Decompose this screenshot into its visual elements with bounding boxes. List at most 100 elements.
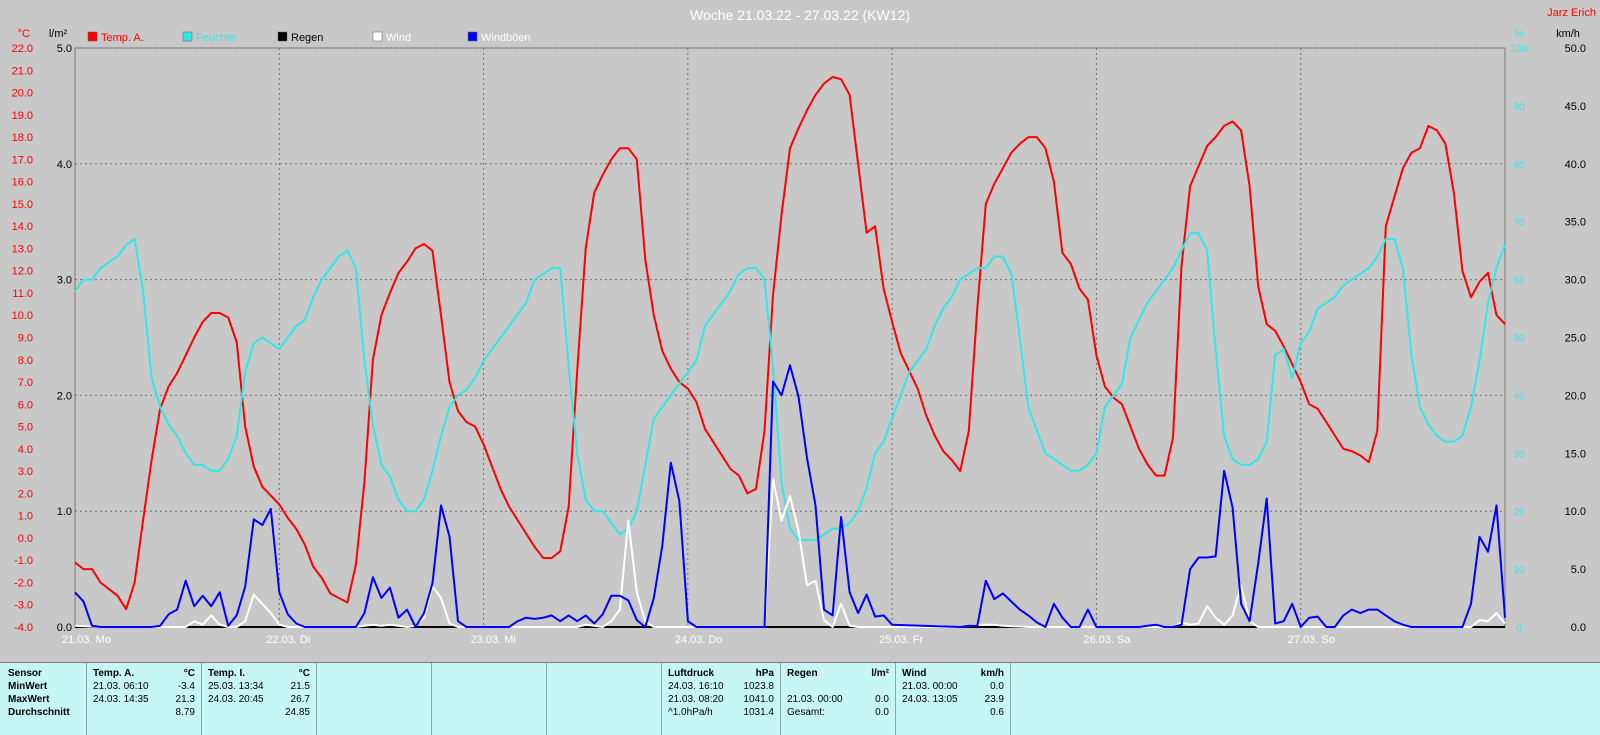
wind-tick-label: 5.0 xyxy=(1571,564,1586,576)
temp-i-max: 26.7 xyxy=(290,694,310,705)
pressure-min: 1023.8 xyxy=(743,681,774,692)
min-label: MinWert xyxy=(8,681,48,692)
temp-i-header: Temp. I. xyxy=(208,668,246,679)
chart-background xyxy=(0,0,1600,662)
temp-a-max-time: 24.03. 14:35 xyxy=(93,694,149,705)
rain-tick-label: 0.0 xyxy=(57,622,72,634)
temp-tick-label: 2.0 xyxy=(18,488,33,500)
series-temp-a- xyxy=(74,76,1506,611)
temp-tick-label: 9.0 xyxy=(18,333,33,345)
temp-tick-label: 4.0 xyxy=(18,444,33,456)
temp-tick-label: 20.0 xyxy=(12,88,33,100)
stats-pressure: Luftdruck hPa 24.03. 16:10 1023.8 21.03.… xyxy=(662,663,781,735)
rain-total: 0.0 xyxy=(875,707,889,718)
x-tick-label: 23.03. Mi xyxy=(471,634,516,646)
humidity-tick-label: 100 xyxy=(1511,44,1528,55)
max-label: MaxWert xyxy=(8,694,50,705)
series-feuchte xyxy=(74,232,1506,542)
rain-tick-label: 2.0 xyxy=(57,390,72,402)
legend-swatch xyxy=(467,31,478,42)
temp-a-header: Temp. A. xyxy=(93,668,135,679)
temp-tick-label: 12.0 xyxy=(12,266,33,278)
pressure-trend-label: ^1.0hPa/h xyxy=(668,707,713,718)
temp-tick-label: 18.0 xyxy=(12,132,33,144)
temp-tick-label: 1.0 xyxy=(18,511,33,523)
wind-tick-label: 50.0 xyxy=(1565,43,1586,55)
temp-tick-label: 15.0 xyxy=(12,199,33,211)
temp-tick-label: 19.0 xyxy=(12,110,33,122)
temp-a-max: 21.3 xyxy=(175,694,195,705)
humidity-tick-label: 50 xyxy=(1513,334,1525,345)
temp-tick-label: 8.0 xyxy=(18,355,33,367)
pressure-header: Luftdruck xyxy=(668,668,715,679)
legend-label: Temp. A. xyxy=(101,32,144,44)
temp-tick-label: 3.0 xyxy=(18,466,33,478)
x-tick-label: 27.03. So xyxy=(1288,634,1335,646)
temp-tick-label: 16.0 xyxy=(12,177,33,189)
rain-header: Regen xyxy=(787,668,818,679)
humidity-tick-label: 0 xyxy=(1516,623,1522,634)
rain-max-time: 21.03. 00:00 xyxy=(787,694,843,705)
humidity-tick-label: 90 xyxy=(1513,102,1525,113)
temp-tick-label: 17.0 xyxy=(12,154,33,166)
wind-tick-label: 35.0 xyxy=(1565,217,1586,229)
rain-tick-label: 4.0 xyxy=(57,159,72,171)
temp-tick-label: 21.0 xyxy=(12,65,33,77)
rain-max: 0.0 xyxy=(875,694,889,705)
chart-axes: -4.0 -3.0 -2.0 -1.0 0.0 1.0 2.0 3.0 4.0 5.0 6.0 7.0… xyxy=(12,43,1586,634)
pressure-max: 1041.0 xyxy=(743,694,774,705)
humidity-tick-label: 60 xyxy=(1513,276,1525,287)
temp-tick-label: -1.0 xyxy=(14,555,33,567)
rain-unit-label: l/m² xyxy=(49,28,68,40)
temp-a-unit: °C xyxy=(183,668,195,679)
statistics-panel: Sensor MinWert MaxWert Durchschnitt Temp… xyxy=(0,662,1600,735)
stats-label-column: Sensor MinWert MaxWert Durchschnitt xyxy=(0,663,87,735)
x-axis-labels: 21.03. Mo 22.03. Di 23.03. Mi 24.03. Do 25.0… xyxy=(62,634,1335,646)
temp-tick-label: 5.0 xyxy=(18,422,33,434)
wind-tick-label: 10.0 xyxy=(1565,506,1586,518)
humidity-tick-label: 30 xyxy=(1513,449,1525,460)
temp-a-min: -3.4 xyxy=(177,681,195,692)
temp-tick-label: -2.0 xyxy=(14,577,33,589)
stats-empty-2 xyxy=(432,663,547,735)
chart-legend: Temp. A. Feuchte Regen Wind Windböen xyxy=(87,31,531,44)
legend-label: Wind xyxy=(386,32,411,44)
wind-tick-label: 20.0 xyxy=(1565,390,1586,402)
wind-tick-label: 40.0 xyxy=(1565,159,1586,171)
rain-total-label: Gesamt: xyxy=(787,707,825,718)
wind-min-time: 21.03. 00:00 xyxy=(902,681,958,692)
temp-a-min-time: 21.03. 06:10 xyxy=(93,681,149,692)
humidity-tick-label: 70 xyxy=(1513,218,1525,229)
humidity-unit-label: % xyxy=(1514,28,1524,40)
stats-empty-3 xyxy=(547,663,662,735)
stats-temp-i: Temp. I. °C 25.03. 13:34 21.5 24.03. 20:… xyxy=(202,663,317,735)
legend-swatch xyxy=(277,31,288,42)
weather-chart: Woche 21.03.22 - 27.03.22 (KW12) Jarz Er… xyxy=(0,0,1600,662)
stats-wind: Wind km/h 21.03. 00:00 0.0 24.03. 13:05 … xyxy=(896,663,1011,735)
wind-min: 0.0 xyxy=(990,681,1004,692)
author-label: Jarz Erich xyxy=(1547,7,1596,19)
temp-tick-label: 7.0 xyxy=(18,377,33,389)
wind-tick-label: 45.0 xyxy=(1565,101,1586,113)
stats-rain: Regen l/m² 21.03. 00:00 0.0 Gesamt: 0.0 xyxy=(781,663,896,735)
humidity-tick-label: 40 xyxy=(1513,391,1525,402)
avg-label: Durchschnitt xyxy=(8,707,70,718)
stats-empty-1 xyxy=(317,663,432,735)
wind-tick-label: 15.0 xyxy=(1565,448,1586,460)
pressure-avg: 1031.4 xyxy=(743,707,774,718)
legend-label: Windböen xyxy=(481,32,531,44)
legend-swatch xyxy=(182,31,193,42)
temp-i-unit: °C xyxy=(298,668,310,679)
x-tick-label: 21.03. Mo xyxy=(62,634,111,646)
wind-tick-label: 25.0 xyxy=(1565,333,1586,345)
wind-unit-label: km/h xyxy=(1556,28,1580,40)
x-tick-label: 24.03. Do xyxy=(675,634,723,646)
temp-tick-label: 14.0 xyxy=(12,221,33,233)
legend-swatch xyxy=(87,31,98,42)
temp-i-min: 21.5 xyxy=(290,681,310,692)
temp-unit-label: °C xyxy=(18,28,30,40)
chart-series xyxy=(74,76,1506,628)
rain-tick-label: 3.0 xyxy=(57,275,72,287)
pressure-max-time: 21.03. 08:20 xyxy=(668,694,724,705)
x-tick-label: 26.03. Sa xyxy=(1083,634,1131,646)
